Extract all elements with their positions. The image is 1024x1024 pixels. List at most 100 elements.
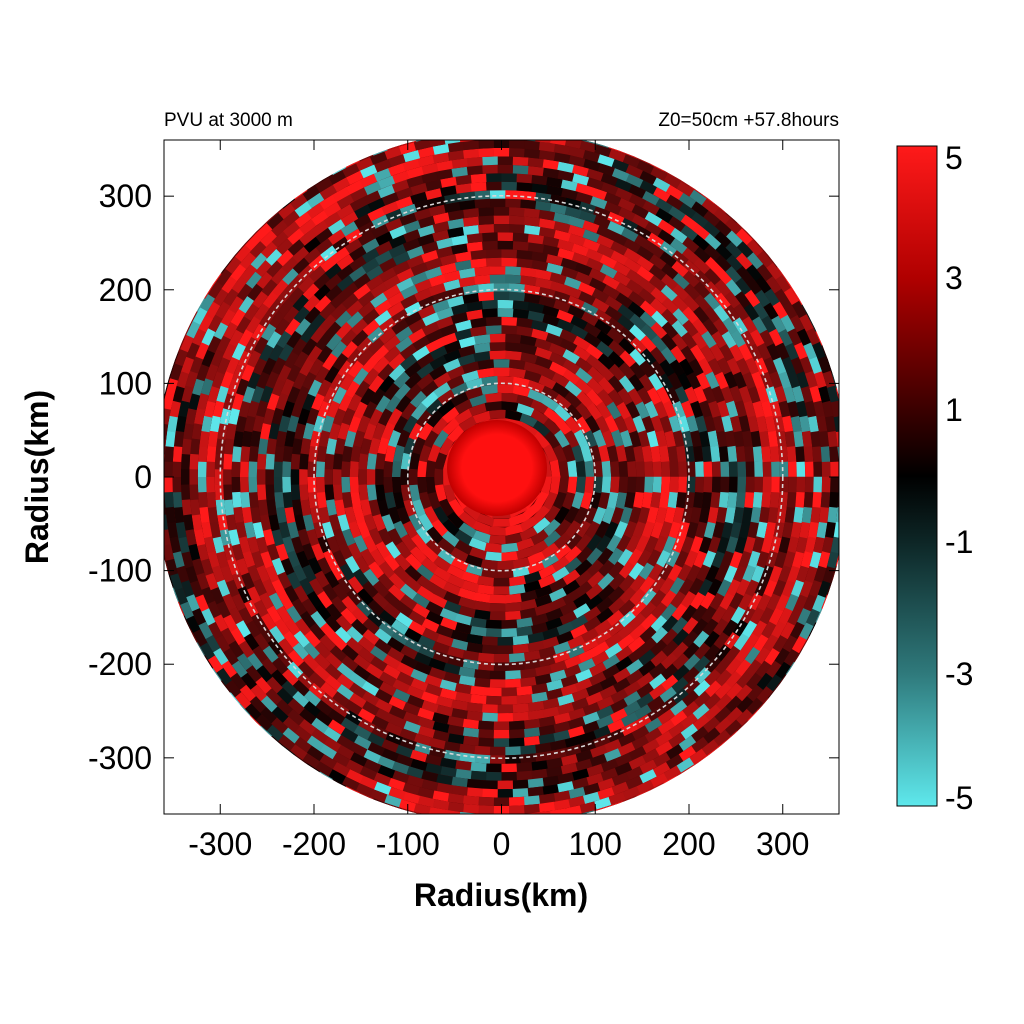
field-cell bbox=[629, 313, 647, 330]
field-cell bbox=[623, 238, 641, 253]
field-cell bbox=[778, 328, 793, 347]
field-cell bbox=[584, 476, 595, 494]
field-cell bbox=[519, 343, 538, 355]
field-cell bbox=[293, 306, 310, 324]
field-cell bbox=[666, 743, 684, 760]
field-cell bbox=[501, 401, 519, 412]
field-cell bbox=[473, 351, 491, 362]
field-cell bbox=[451, 166, 468, 178]
field-cell bbox=[303, 236, 321, 254]
field-cell bbox=[222, 393, 236, 411]
field-cell bbox=[258, 310, 275, 329]
field-cell bbox=[751, 371, 765, 389]
field-cell bbox=[559, 338, 578, 353]
field-cell bbox=[458, 267, 476, 279]
field-cell bbox=[842, 522, 853, 539]
field-cell bbox=[531, 174, 548, 186]
field-cell bbox=[635, 401, 650, 419]
field-cell bbox=[791, 300, 807, 319]
field-cell bbox=[756, 672, 773, 690]
field-cell bbox=[637, 429, 651, 448]
field-cell bbox=[586, 682, 604, 697]
field-cell bbox=[454, 540, 473, 556]
field-cell bbox=[763, 579, 778, 598]
field-cell bbox=[199, 506, 210, 524]
field-cell bbox=[286, 330, 302, 349]
field-cell bbox=[711, 605, 727, 624]
field-cell bbox=[846, 446, 855, 462]
field-cell bbox=[606, 327, 625, 344]
field-cell bbox=[287, 709, 305, 726]
field-cell bbox=[200, 642, 216, 661]
field-cell bbox=[186, 321, 201, 339]
field-cell bbox=[713, 631, 730, 650]
field-cell bbox=[300, 499, 312, 517]
field-cell bbox=[395, 541, 412, 560]
field-cell bbox=[315, 238, 333, 255]
field-cell bbox=[727, 445, 738, 462]
field-cell bbox=[772, 301, 788, 319]
field-cell bbox=[559, 610, 578, 626]
field-cell bbox=[759, 506, 770, 523]
field-cell bbox=[610, 698, 629, 714]
field-cell bbox=[308, 445, 319, 463]
field-cell bbox=[543, 443, 558, 463]
field-cell bbox=[259, 344, 274, 362]
field-cell bbox=[531, 683, 549, 695]
field-cell bbox=[692, 703, 710, 720]
field-cell bbox=[425, 328, 444, 344]
field-cell bbox=[700, 344, 716, 363]
field-cell bbox=[381, 192, 399, 206]
field-cell bbox=[573, 429, 589, 448]
field-cell bbox=[505, 342, 522, 352]
field-cell bbox=[231, 393, 244, 411]
field-cell bbox=[294, 618, 312, 636]
field-cell bbox=[817, 356, 831, 374]
field-cell bbox=[466, 233, 483, 244]
field-cell bbox=[236, 283, 253, 302]
field-cell bbox=[703, 521, 716, 539]
field-cell bbox=[644, 717, 663, 733]
field-cell bbox=[594, 144, 612, 157]
field-cell bbox=[275, 238, 293, 256]
field-cell bbox=[391, 761, 410, 775]
field-cell bbox=[672, 535, 686, 554]
field-cell bbox=[557, 161, 574, 173]
field-cell bbox=[417, 460, 427, 478]
field-cell bbox=[704, 692, 722, 710]
field-cell bbox=[266, 260, 283, 278]
field-cell bbox=[747, 386, 761, 404]
field-cell bbox=[680, 345, 697, 363]
field-cell bbox=[365, 663, 384, 680]
field-cell bbox=[674, 550, 690, 568]
field-cell bbox=[689, 189, 707, 206]
field-cell bbox=[345, 180, 364, 195]
field-cell bbox=[421, 779, 439, 791]
field-cell bbox=[595, 415, 610, 434]
field-cell bbox=[323, 736, 342, 753]
field-cell bbox=[688, 577, 704, 596]
field-cell bbox=[754, 476, 764, 493]
field-cell bbox=[661, 639, 679, 657]
field-cell bbox=[722, 316, 738, 335]
field-cell bbox=[723, 565, 738, 583]
field-cell bbox=[618, 599, 636, 617]
field-cell bbox=[410, 182, 428, 196]
field-cell bbox=[465, 377, 483, 391]
field-cell bbox=[571, 243, 589, 257]
field-cell bbox=[554, 543, 572, 561]
field-cell bbox=[508, 367, 526, 379]
field-cell bbox=[785, 593, 799, 612]
field-cell bbox=[438, 437, 454, 456]
field-cell bbox=[409, 546, 427, 564]
field-cell bbox=[629, 623, 647, 641]
field-cell bbox=[787, 536, 800, 554]
field-cell bbox=[292, 294, 309, 312]
field-cell bbox=[450, 243, 468, 255]
field-cell bbox=[575, 758, 593, 772]
field-cell bbox=[847, 477, 856, 493]
field-cell bbox=[744, 289, 761, 308]
field-cell bbox=[461, 580, 480, 593]
field-cell bbox=[423, 506, 439, 525]
field-cell bbox=[603, 192, 622, 206]
